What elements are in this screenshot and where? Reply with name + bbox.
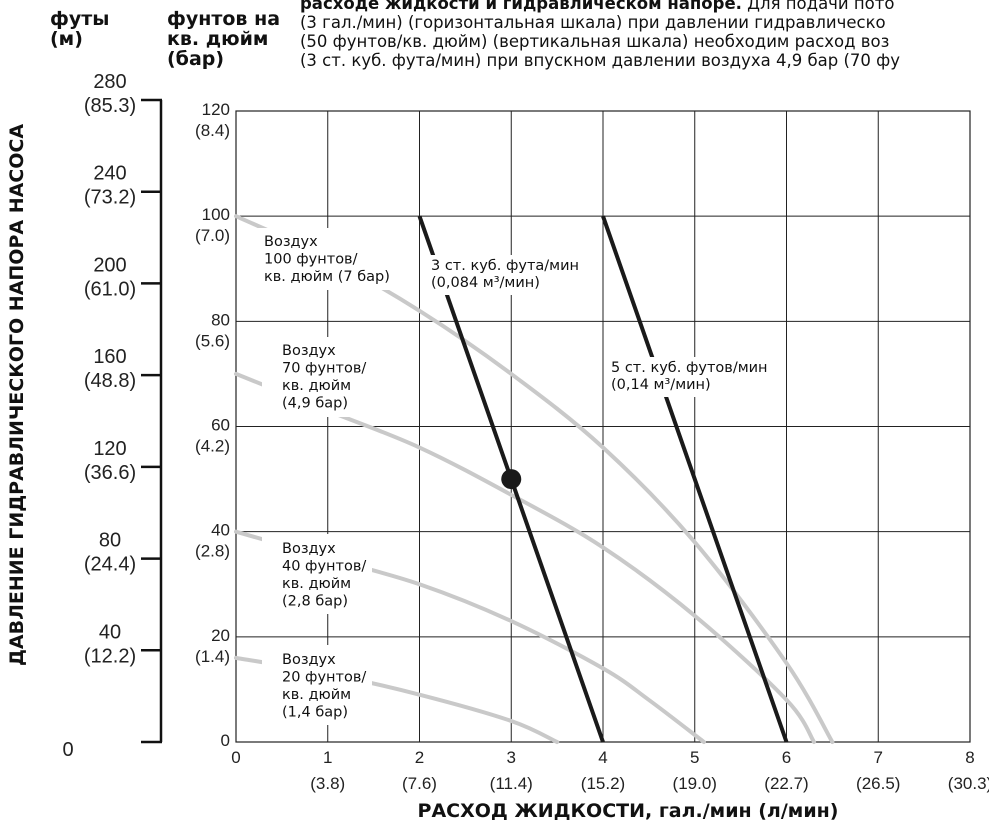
caption-bold: расходе жидкости и гидравлическом напоре… — [300, 0, 742, 13]
y-tick-label: 60 — [211, 416, 230, 435]
curve-label-bg — [262, 337, 372, 417]
curve-label-bg — [262, 645, 372, 725]
x-tick-sublabel: (7.6) — [402, 774, 437, 793]
x-tick-sublabel: (15.2) — [581, 774, 625, 793]
feet-tick-label: 160 — [93, 346, 126, 368]
air-pressure-curve-label: 70 фунтов/ — [282, 361, 366, 377]
air-pressure-curve-label: 100 фунтов/ — [264, 252, 358, 268]
x-tick-label: 7 — [874, 748, 883, 767]
air-pressure-curve-label: кв. дюйм (7 бар) — [264, 269, 390, 285]
x-tick-sublabel: (19.0) — [673, 774, 717, 793]
curve-label-bg — [262, 534, 372, 614]
x-tick-label: 1 — [323, 748, 332, 767]
y-tick-sublabel: (8.4) — [195, 121, 230, 140]
y-axis-title: ДАВЛЕНИЕ ГИДРАВЛИЧЕСКОГО НАПОРА НАСОСА — [6, 124, 28, 666]
curve-label-bg — [240, 228, 410, 290]
y-tick-label: 20 — [211, 626, 230, 645]
caption-line4: (3 ст. куб. фута/мин) при впускном давле… — [300, 51, 901, 70]
psi-unit-label: фунтов на кв. дюйм (бар) — [167, 8, 281, 70]
air-flow-line-label: (0,084 м³/мин) — [431, 275, 540, 291]
x-tick-sublabel: (22.7) — [764, 774, 808, 793]
feet-tick-label: 120 — [93, 438, 126, 460]
air-pressure-curve-label: Воздух — [282, 652, 336, 668]
x-tick-label: 8 — [965, 748, 974, 767]
y-tick-sublabel: (7.0) — [195, 226, 230, 245]
feet-tick-label: 280 — [93, 71, 126, 93]
feet-tick-sublabel: (12.2) — [84, 645, 136, 667]
x-tick-sublabel: (30.3) — [948, 774, 989, 793]
y-tick-label: 40 — [211, 521, 230, 540]
x-tick-label: 5 — [690, 748, 699, 767]
x-axis-title: РАСХОД ЖИДКОСТИ, гал./мин (л/мин) — [418, 800, 839, 822]
air-pressure-curve-label: (1,4 бар) — [282, 705, 348, 721]
air-pressure-curve-label: кв. дюйм — [282, 687, 351, 703]
x-tick-sublabel: (3.8) — [310, 774, 345, 793]
y-tick-sublabel: (1.4) — [195, 647, 230, 666]
y-tick-label: 100 — [202, 205, 230, 224]
caption-line2: (3 гал./мин) (горизонтальная шкала) при … — [300, 13, 886, 32]
feet-tick-sublabel: (24.4) — [84, 554, 136, 576]
x-tick-label: 2 — [415, 748, 424, 767]
y-tick-sublabel: (2.8) — [195, 542, 230, 561]
operating-point — [501, 469, 522, 490]
feet-tick-label: 240 — [93, 163, 126, 185]
feet-tick-sublabel: (61.0) — [84, 278, 136, 300]
feet-tick-sublabel: (73.2) — [84, 187, 136, 209]
x-tick-sublabel: (26.5) — [856, 774, 900, 793]
caption-line3: (50 фунтов/кв. дюйм) (вертикальная шкала… — [300, 32, 890, 51]
y-tick-label: 80 — [211, 310, 230, 329]
air-flow-line-label: 5 ст. куб. футов/мин — [611, 360, 768, 376]
y-tick-sublabel: (5.6) — [195, 331, 230, 350]
feet-unit-label: футы (м) — [50, 8, 110, 50]
y-tick-sublabel: (4.2) — [195, 437, 230, 456]
air-pressure-curve-label: (4,9 бар) — [282, 396, 348, 412]
feet-tick-label: 80 — [99, 530, 121, 552]
y-tick-label: 0 — [221, 731, 230, 750]
air-pressure-curve-label: Воздух — [264, 234, 318, 250]
y-tick-label: 120 — [202, 100, 230, 119]
feet-tick-label: 0 — [62, 739, 73, 761]
feet-tick-sublabel: (85.3) — [84, 95, 136, 117]
flow-label-bg — [428, 255, 586, 295]
x-tick-label: 3 — [507, 748, 516, 767]
caption-line1: Для подачи пото — [741, 0, 895, 13]
x-tick-label: 0 — [231, 748, 240, 767]
air-flow-line-label: (0,14 м³/мин) — [611, 377, 711, 393]
air-flow-line — [601, 215, 789, 743]
air-pressure-curve-label: кв. дюйм — [282, 378, 351, 394]
air-flow-line-label: 3 ст. куб. фута/мин — [431, 258, 579, 274]
feet-tick-label: 40 — [99, 621, 121, 643]
air-pressure-curve-label: 20 фунтов/ — [282, 670, 366, 686]
feet-tick-label: 200 — [93, 254, 126, 276]
air-pressure-curve-label: Воздух — [282, 541, 336, 557]
feet-tick-sublabel: (48.8) — [84, 370, 136, 392]
x-tick-label: 6 — [782, 748, 791, 767]
x-tick-sublabel: (11.4) — [490, 774, 533, 793]
figure-caption: расходе жидкости и гидравлическом напоре… — [300, 0, 989, 70]
air-pressure-curve-label: 40 фунтов/ — [282, 559, 366, 575]
flow-label-bg — [608, 357, 776, 397]
air-pressure-curve-label: (2,8 бар) — [282, 594, 348, 610]
air-pressure-curve-label: кв. дюйм — [282, 576, 351, 592]
air-pressure-curve-label: Воздух — [282, 343, 336, 359]
feet-tick-sublabel: (36.6) — [84, 462, 136, 484]
x-tick-label: 4 — [598, 748, 607, 767]
